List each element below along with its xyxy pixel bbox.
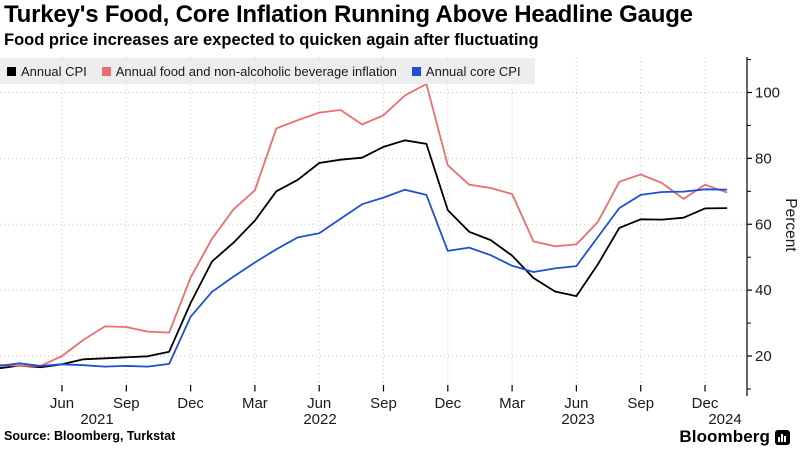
chart-legend: Annual CPI Annual food and non-alcoholic… bbox=[0, 58, 535, 84]
year-label: 2021 bbox=[80, 411, 113, 428]
legend-label: Annual CPI bbox=[21, 63, 87, 79]
year-label: 2022 bbox=[303, 411, 336, 428]
x-tick-label: Dec bbox=[177, 395, 204, 412]
x-tick-label: Mar bbox=[499, 395, 525, 412]
x-tick-label: Sep bbox=[370, 395, 397, 412]
year-label: 2024 bbox=[708, 411, 741, 428]
legend-item-annual-core-cpi: Annual core CPI bbox=[411, 63, 521, 79]
source-attribution: Source: Bloomberg, Turkstat bbox=[4, 429, 176, 443]
series-line-annual-food-and-non-alcoholic-beverage-inflation bbox=[0, 83, 728, 367]
y-tick-label: 100 bbox=[755, 85, 780, 102]
y-tick-label: 20 bbox=[755, 348, 772, 365]
legend-swatch-red-icon bbox=[101, 66, 111, 76]
x-tick-label: Dec bbox=[692, 395, 719, 412]
x-tick-label: Jun bbox=[50, 395, 74, 412]
y-tick-label: 60 bbox=[755, 216, 772, 233]
bloomberg-wordmark: Bloomberg bbox=[679, 427, 790, 447]
x-tick-label: Dec bbox=[434, 395, 461, 412]
y-tick-label: 80 bbox=[755, 150, 772, 167]
x-tick-label: Sep bbox=[627, 395, 654, 412]
bloomberg-brand-text: Bloomberg bbox=[679, 427, 770, 446]
series-line-annual-cpi bbox=[0, 139, 728, 370]
y-tick-label: 40 bbox=[755, 282, 772, 299]
legend-item-food-inflation: Annual food and non-alcoholic beverage i… bbox=[101, 63, 397, 79]
legend-item-annual-cpi: Annual CPI bbox=[7, 64, 87, 79]
bloomberg-logo-icon bbox=[775, 429, 790, 445]
y-axis-title: Percent bbox=[782, 198, 799, 252]
x-tick-label: Jun bbox=[307, 395, 331, 412]
legend-label: Annual food and non-alcoholic beverage i… bbox=[115, 63, 397, 79]
axes bbox=[61, 57, 752, 396]
x-tick-label: Sep bbox=[113, 395, 140, 412]
series-line-annual-core-cpi bbox=[0, 188, 728, 368]
gridlines bbox=[0, 57, 747, 390]
x-tick-label: Mar bbox=[242, 395, 268, 412]
year-label: 2023 bbox=[561, 411, 594, 428]
page-subtitle: Food price increases are expected to qui… bbox=[4, 31, 539, 49]
axis-labels: 20 40 60 80 100 Jun Sep Dec Mar Jun Sep Dec Mar Jun Se… bbox=[50, 85, 799, 429]
legend-swatch-black-icon bbox=[7, 66, 16, 76]
legend-label: Annual core CPI bbox=[425, 63, 521, 79]
page-title: Turkey's Food, Core Inflation Running Ab… bbox=[4, 1, 693, 28]
legend-swatch-blue-icon bbox=[411, 66, 421, 76]
series-lines bbox=[0, 83, 728, 370]
x-tick-label: Jun bbox=[564, 395, 588, 412]
